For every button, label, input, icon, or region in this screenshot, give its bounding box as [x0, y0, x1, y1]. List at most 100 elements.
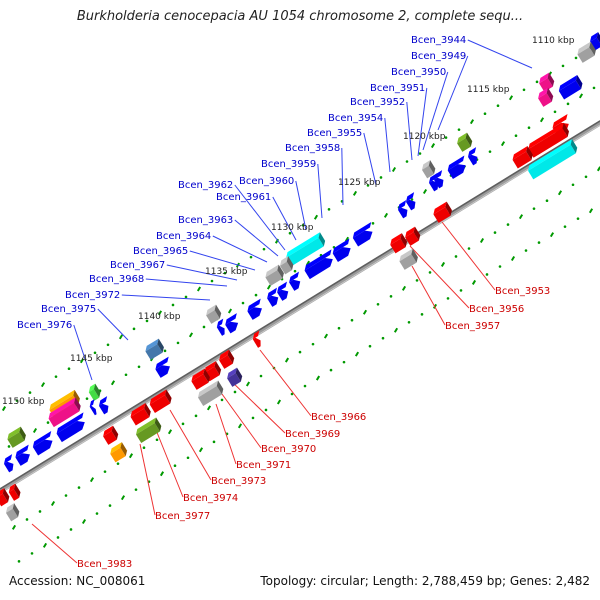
gene-label-plus[interactable]: Bcen_3961 — [216, 192, 271, 203]
gene-labels: Bcen_3944 Bcen_3949 Bcen_3950 Bcen_3951 Bcen… — [17, 35, 550, 570]
gene-feature[interactable] — [245, 298, 268, 320]
gene-feature[interactable] — [278, 256, 296, 275]
leader-line — [441, 221, 496, 291]
gene-feature[interactable] — [148, 389, 174, 413]
gene-feature[interactable] — [13, 444, 36, 466]
gene-label-plus[interactable]: Bcen_3958 — [285, 143, 340, 154]
gene-label-minus[interactable]: Bcen_3971 — [236, 460, 291, 471]
leader-line — [153, 424, 184, 498]
leader-line — [363, 132, 377, 186]
gene-feature[interactable] — [97, 396, 115, 415]
gene-label-plus[interactable]: Bcen_3949 — [411, 51, 466, 62]
gene-feature[interactable] — [537, 72, 556, 92]
gene-label-plus[interactable]: Bcen_3965 — [133, 246, 188, 257]
gene-feature[interactable] — [455, 132, 474, 152]
gene-feature[interactable] — [403, 226, 422, 246]
gene-label-minus[interactable]: Bcen_3966 — [311, 412, 366, 423]
gene-label-minus[interactable]: Bcen_3956 — [469, 304, 524, 315]
gene-feature[interactable] — [397, 248, 420, 270]
gene-feature[interactable] — [196, 380, 225, 407]
scale-label: 1120 kbp — [403, 132, 446, 142]
gene-label-plus[interactable]: Bcen_3968 — [89, 274, 144, 285]
gene-feature[interactable] — [55, 412, 91, 443]
gene-feature[interactable] — [88, 399, 102, 416]
gene-label-plus[interactable]: Bcen_3954 — [328, 113, 383, 124]
leader-line — [166, 264, 238, 281]
gene-feature[interactable] — [526, 122, 571, 158]
gene-feature[interactable] — [431, 201, 454, 223]
gene-label-minus[interactable]: Bcen_3957 — [445, 321, 500, 332]
gene-feature[interactable] — [4, 503, 22, 522]
gene-feature[interactable] — [388, 233, 409, 254]
gene-label-minus[interactable]: Bcen_3983 — [77, 559, 132, 570]
gene-label-minus[interactable]: Bcen_3970 — [261, 444, 316, 455]
gene-label-plus[interactable]: Bcen_3964 — [156, 231, 211, 242]
gene-feature[interactable] — [466, 147, 484, 166]
gene-feature[interactable] — [225, 367, 244, 387]
gene-label-plus[interactable]: Bcen_3962 — [178, 180, 233, 191]
gene-label-minus[interactable]: Bcen_3953 — [495, 286, 550, 297]
gene-feature[interactable] — [101, 425, 120, 445]
gene-feature[interactable] — [575, 41, 598, 63]
gene-label-plus[interactable]: Bcen_3955 — [307, 128, 362, 139]
gene-label-plus[interactable]: Bcen_3952 — [350, 97, 405, 108]
gene-feature[interactable] — [404, 192, 422, 211]
gene-feature[interactable] — [287, 271, 306, 291]
gene-feature[interactable] — [204, 304, 223, 324]
gene-feature[interactable] — [275, 281, 294, 301]
page-title: Burkholderia cenocepacia AU 1054 chromos… — [76, 9, 524, 24]
gene-label-plus[interactable]: Bcen_3959 — [261, 159, 316, 170]
gene-feature[interactable] — [108, 442, 129, 463]
gene-feature[interactable] — [134, 417, 163, 444]
gene-feature[interactable] — [87, 383, 103, 401]
gene-feature[interactable] — [303, 249, 339, 280]
gene-feature[interactable] — [143, 338, 166, 360]
gene-feature[interactable] — [5, 426, 28, 448]
gene-feature[interactable] — [0, 488, 11, 507]
gene-label-plus[interactable]: Bcen_3960 — [239, 176, 294, 187]
gene-feature[interactable] — [284, 232, 327, 267]
gene-feature[interactable] — [557, 75, 585, 100]
gene-label-plus[interactable]: Bcen_3951 — [370, 83, 425, 94]
leader-line — [437, 55, 469, 131]
gene-label-plus[interactable]: Bcen_3950 — [391, 67, 446, 78]
gene-label-plus[interactable]: Bcen_3967 — [110, 260, 165, 271]
gene-label-plus[interactable]: Bcen_3963 — [178, 215, 233, 226]
gene-feature[interactable] — [223, 313, 244, 334]
gene-label-plus[interactable]: Bcen_3972 — [65, 290, 120, 301]
gene-feature[interactable] — [536, 87, 555, 107]
gene-label-minus[interactable]: Bcen_3973 — [211, 476, 266, 487]
gene-label-minus[interactable]: Bcen_3969 — [285, 429, 340, 440]
gene-feature[interactable] — [153, 356, 176, 378]
gene-feature[interactable] — [47, 397, 83, 428]
gene-feature[interactable] — [215, 318, 231, 336]
gene-feature[interactable] — [526, 139, 579, 180]
gene-feature[interactable] — [265, 287, 284, 307]
gene-feature[interactable] — [510, 146, 534, 169]
gene-feature[interactable] — [427, 173, 445, 192]
gene-feature[interactable] — [331, 238, 357, 262]
gene-feature[interactable] — [251, 330, 267, 348]
leader-line — [317, 163, 323, 219]
gene-feature[interactable] — [351, 222, 379, 247]
gene-label-plus[interactable]: Bcen_3944 — [411, 35, 466, 46]
gene-feature[interactable] — [588, 32, 600, 51]
gene-label-minus[interactable]: Bcen_3977 — [155, 511, 210, 522]
gene-feature[interactable] — [7, 483, 23, 501]
gene-feature[interactable] — [263, 264, 286, 286]
leader-line — [467, 39, 533, 69]
gene-label-plus[interactable]: Bcen_3975 — [41, 304, 96, 315]
leader-line — [145, 278, 228, 287]
gene-feature[interactable] — [217, 349, 236, 369]
gene-feature[interactable] — [2, 454, 20, 473]
gene-feature[interactable] — [128, 403, 152, 426]
gene-feature[interactable] — [396, 200, 414, 219]
gene-feature[interactable] — [420, 160, 438, 179]
leader-line — [212, 235, 268, 263]
gene-label-minus[interactable]: Bcen_3974 — [183, 493, 238, 504]
gene-feature[interactable] — [189, 368, 212, 390]
gene-feature[interactable] — [446, 155, 472, 179]
leader-line — [422, 71, 449, 151]
gene-feature[interactable] — [31, 431, 59, 456]
gene-label-plus[interactable]: Bcen_3976 — [17, 320, 72, 331]
